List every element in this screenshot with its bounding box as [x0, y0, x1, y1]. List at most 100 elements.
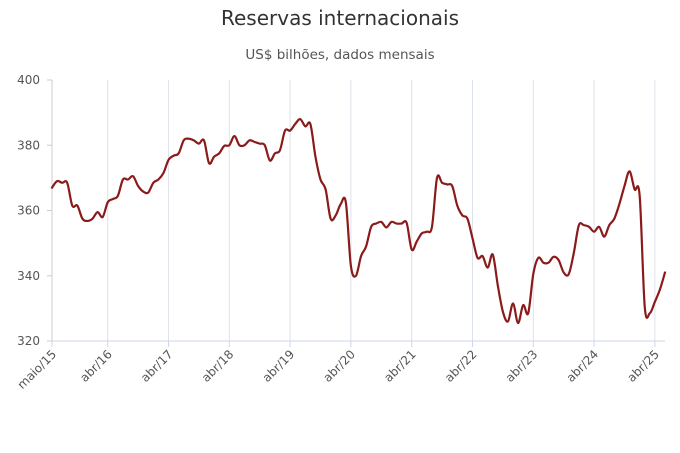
data-point: [141, 190, 145, 194]
data-point: [653, 300, 657, 304]
axes: [47, 79, 665, 347]
series-layer: [50, 117, 667, 325]
data-point: [187, 137, 191, 141]
data-point: [237, 143, 241, 147]
data-point: [268, 159, 272, 163]
data-point: [151, 181, 155, 185]
x-tick-label: abr/18: [199, 347, 237, 385]
x-tick-label: abr/23: [503, 347, 541, 385]
x-tick-label: abr/25: [624, 347, 662, 385]
data-point: [308, 122, 312, 126]
data-point: [177, 151, 181, 155]
data-point: [207, 161, 211, 165]
data-point: [511, 301, 515, 305]
data-point: [96, 210, 100, 214]
data-point: [552, 255, 556, 259]
data-point: [243, 143, 247, 147]
data-point: [364, 244, 368, 248]
data-point: [334, 213, 338, 217]
data-point: [587, 225, 591, 229]
data-point: [607, 223, 611, 227]
data-point: [562, 270, 566, 274]
data-point: [172, 154, 176, 158]
data-point: [344, 200, 348, 204]
x-axis-tick-labels: maio/15 abr/16 abr/17 abr/18 abr/19 abr/20 abr…: [15, 347, 662, 392]
data-point: [91, 217, 95, 221]
data-point: [217, 151, 221, 155]
data-point: [156, 178, 160, 182]
data-point: [60, 181, 64, 185]
y-axis-tick-labels: 320 340 360 380 400: [17, 73, 40, 348]
data-point: [643, 305, 647, 309]
data-point: [116, 194, 120, 198]
data-point: [85, 219, 89, 223]
data-point: [531, 272, 535, 276]
data-point: [146, 191, 150, 195]
data-point: [455, 204, 459, 208]
data-point: [546, 261, 550, 265]
data-point: [516, 321, 520, 325]
data-point: [126, 178, 130, 182]
data-point: [329, 217, 333, 221]
data-point: [167, 158, 171, 162]
data-point: [577, 223, 581, 227]
data-point: [227, 143, 231, 147]
data-point: [450, 184, 454, 188]
data-point: [470, 236, 474, 240]
data-point: [258, 142, 262, 146]
data-point: [430, 225, 434, 229]
x-tick-label: abr/19: [260, 347, 298, 385]
x-tick-label: abr/22: [442, 347, 480, 385]
x-tick-label: abr/24: [564, 347, 602, 385]
data-point: [354, 274, 358, 278]
data-point: [496, 284, 500, 288]
data-point: [70, 204, 74, 208]
data-point: [349, 264, 353, 268]
data-point: [622, 184, 626, 188]
data-point: [111, 197, 115, 201]
y-tick-label: 320: [17, 334, 40, 348]
data-point: [612, 217, 616, 221]
data-point: [298, 117, 302, 121]
data-point: [197, 142, 201, 146]
data-point: [248, 138, 252, 142]
data-point: [374, 222, 378, 226]
data-point: [440, 181, 444, 185]
data-point: [212, 155, 216, 159]
data-point: [121, 178, 125, 182]
data-point: [521, 303, 525, 307]
data-point: [161, 171, 165, 175]
data-point: [572, 251, 576, 255]
data-point: [405, 221, 409, 225]
data-point: [324, 187, 328, 191]
data-point: [278, 148, 282, 152]
data-point: [101, 215, 105, 219]
x-tick-label: maio/15: [15, 347, 60, 392]
data-point: [536, 256, 540, 260]
chart-subtitle: US$ bilhões, dados mensais: [245, 47, 435, 63]
data-point: [136, 184, 140, 188]
data-point: [481, 254, 485, 258]
x-tick-label: abr/20: [320, 347, 358, 385]
data-point: [319, 178, 323, 182]
data-point: [75, 204, 79, 208]
data-point: [293, 122, 297, 126]
data-point: [80, 217, 84, 221]
data-point: [283, 129, 287, 133]
data-point: [273, 151, 277, 155]
data-point: [557, 258, 561, 262]
data-point: [435, 176, 439, 180]
x-tick-label: abr/21: [381, 347, 419, 385]
data-point: [202, 138, 206, 142]
data-point: [658, 287, 662, 291]
data-point: [182, 138, 186, 142]
data-point: [369, 225, 373, 229]
y-tick-label: 400: [17, 73, 40, 87]
y-tick-label: 340: [17, 269, 40, 283]
x-tick-label: abr/16: [77, 347, 115, 385]
data-point: [506, 319, 510, 323]
data-point: [359, 254, 363, 258]
data-point: [389, 220, 393, 224]
